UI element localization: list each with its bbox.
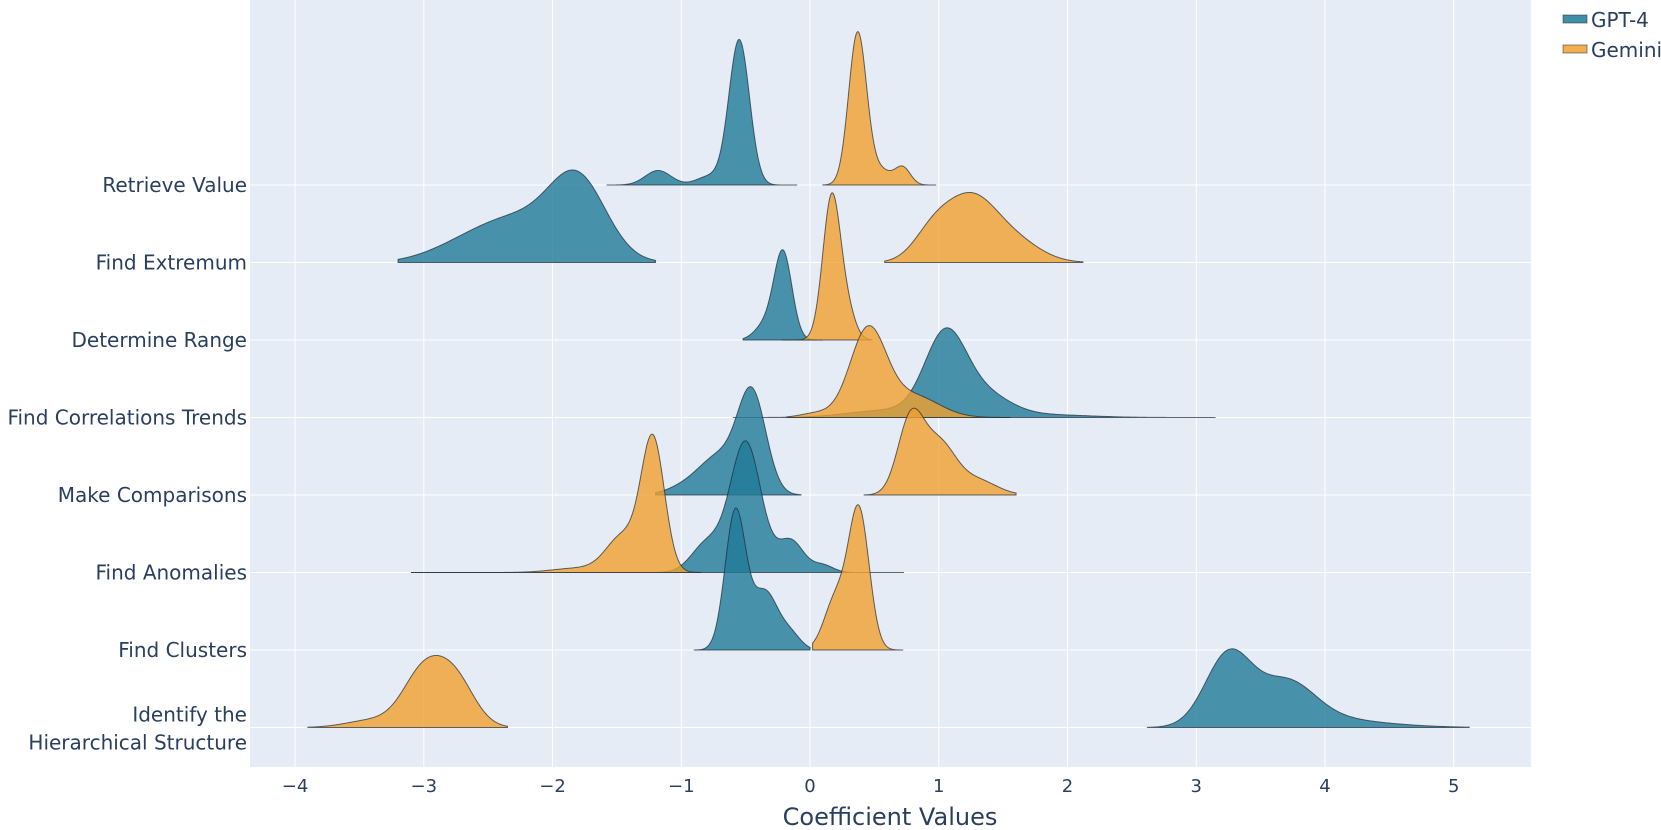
category-label: Retrieve Value [102, 173, 247, 197]
ridge-gemini [307, 654, 508, 728]
legend: GPT-4 Gemini [1562, 8, 1661, 62]
ridge-gemini [863, 407, 1017, 496]
x-tick-label: −1 [668, 776, 695, 797]
x-tick-label: 1 [933, 776, 944, 797]
ridge-gemini [410, 433, 702, 573]
x-tick-labels: −4 −3 −2 −1 0 1 2 3 4 5 [282, 776, 1460, 797]
ridge-gemini [786, 325, 1011, 418]
category-label: Make Comparisons [58, 483, 247, 507]
category-labels: Retrieve Value Find Extremum Determine Ran… [7, 173, 247, 755]
x-tick-label: 5 [1448, 776, 1459, 797]
legend-swatch [1562, 14, 1588, 24]
ridge-gemini [822, 31, 937, 186]
x-tick-label: −4 [282, 776, 309, 797]
ridge-gpt-4 [397, 169, 657, 263]
category-label: Find Clusters [118, 638, 247, 662]
ridge-gemini [781, 192, 873, 341]
legend-label: Gemini [1591, 38, 1661, 62]
ridge-gpt-4 [1146, 648, 1470, 728]
category-label: Find Extremum [96, 251, 247, 275]
x-tick-label: −2 [539, 776, 566, 797]
category-label: Determine Range [72, 328, 248, 352]
ridge-gpt-4 [655, 386, 802, 496]
legend-label: GPT-4 [1591, 8, 1649, 32]
ridge-distributions [307, 31, 1470, 728]
x-tick-label: 2 [1062, 776, 1073, 797]
category-label: Find Anomalies [95, 561, 247, 585]
legend-swatch [1562, 44, 1588, 54]
x-tick-label: 0 [804, 776, 815, 797]
x-tick-label: 4 [1319, 776, 1330, 797]
ridge-gpt-4 [693, 507, 811, 651]
category-label: Find Correlations Trends [7, 406, 247, 430]
ridge-gpt-4 [606, 38, 798, 186]
category-label: Identify the Hierarchical Structure [28, 703, 247, 755]
ridge-gemini [884, 191, 1084, 263]
x-tick-label: 3 [1191, 776, 1202, 797]
x-axis-title: Coefficient Values [783, 803, 998, 830]
ridge-gemini [812, 504, 904, 651]
x-tick-label: −3 [411, 776, 438, 797]
